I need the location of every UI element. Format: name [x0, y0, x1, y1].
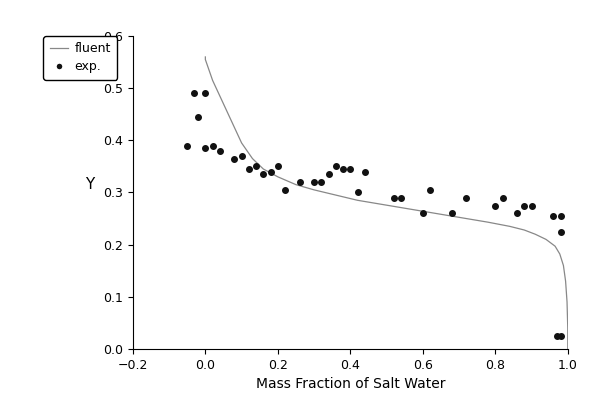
- fluent: [542, 237, 550, 242]
- exp.: [556, 213, 565, 219]
- fluent: [562, 279, 569, 284]
- exp.: [498, 194, 507, 201]
- exp.: [215, 148, 225, 154]
- fluent: [204, 62, 211, 67]
- exp.: [273, 163, 283, 170]
- exp.: [331, 163, 341, 170]
- fluent: [463, 216, 470, 221]
- exp.: [237, 153, 246, 159]
- fluent: [556, 251, 564, 256]
- exp.: [201, 90, 210, 97]
- exp.: [527, 202, 536, 209]
- fluent: [310, 187, 318, 192]
- exp.: [360, 168, 370, 175]
- exp.: [418, 210, 428, 217]
- exp.: [556, 228, 565, 235]
- exp.: [447, 210, 457, 217]
- exp.: [230, 155, 239, 162]
- exp.: [309, 179, 319, 185]
- fluent: [292, 182, 300, 187]
- exp.: [389, 194, 399, 201]
- fluent: [484, 220, 492, 225]
- fluent: [376, 202, 383, 207]
- fluent: [441, 213, 448, 217]
- fluent: [202, 57, 209, 62]
- fluent: [238, 140, 245, 145]
- exp.: [190, 90, 199, 97]
- exp.: [519, 202, 529, 209]
- exp.: [425, 186, 435, 193]
- exp.: [490, 202, 500, 209]
- fluent: [564, 300, 571, 304]
- exp.: [345, 166, 355, 172]
- exp.: [548, 213, 558, 219]
- exp.: [396, 194, 406, 201]
- fluent: [274, 174, 281, 179]
- exp.: [208, 142, 217, 149]
- fluent: [209, 78, 216, 83]
- fluent: [506, 224, 513, 229]
- exp.: [266, 168, 275, 175]
- exp.: [324, 171, 333, 177]
- fluent: [260, 167, 267, 172]
- fluent: [560, 263, 567, 268]
- exp.: [280, 186, 290, 193]
- exp.: [259, 171, 268, 177]
- fluent: [564, 346, 571, 351]
- fluent: [521, 228, 528, 233]
- exp.: [316, 179, 326, 185]
- fluent: [551, 244, 559, 249]
- fluent: [223, 109, 231, 114]
- exp.: [193, 113, 203, 120]
- exp.: [251, 163, 261, 170]
- exp.: [182, 142, 192, 149]
- exp.: [338, 166, 348, 172]
- fluent: [231, 125, 238, 130]
- Y-axis label: Y: Y: [85, 178, 94, 192]
- exp.: [244, 166, 254, 172]
- fluent: [205, 67, 213, 72]
- fluent: [532, 232, 539, 237]
- fluent: [354, 198, 361, 203]
- fluent: [216, 93, 223, 98]
- Legend: fluent, exp.: fluent, exp.: [43, 36, 117, 79]
- exp.: [461, 194, 471, 201]
- Line: fluent: fluent: [205, 57, 568, 349]
- fluent: [202, 55, 209, 59]
- exp.: [295, 179, 304, 185]
- fluent: [332, 193, 339, 198]
- exp.: [512, 210, 522, 217]
- fluent: [249, 156, 256, 161]
- exp.: [556, 333, 565, 339]
- exp.: [353, 189, 362, 196]
- exp.: [552, 333, 562, 339]
- fluent: [397, 205, 405, 210]
- X-axis label: Mass Fraction of Salt Water: Mass Fraction of Salt Water: [255, 377, 445, 391]
- fluent: [419, 209, 426, 214]
- exp.: [201, 145, 210, 151]
- fluent: [564, 326, 571, 330]
